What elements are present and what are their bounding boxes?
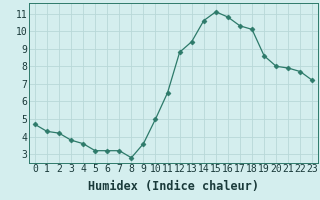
X-axis label: Humidex (Indice chaleur): Humidex (Indice chaleur) [88, 180, 259, 193]
